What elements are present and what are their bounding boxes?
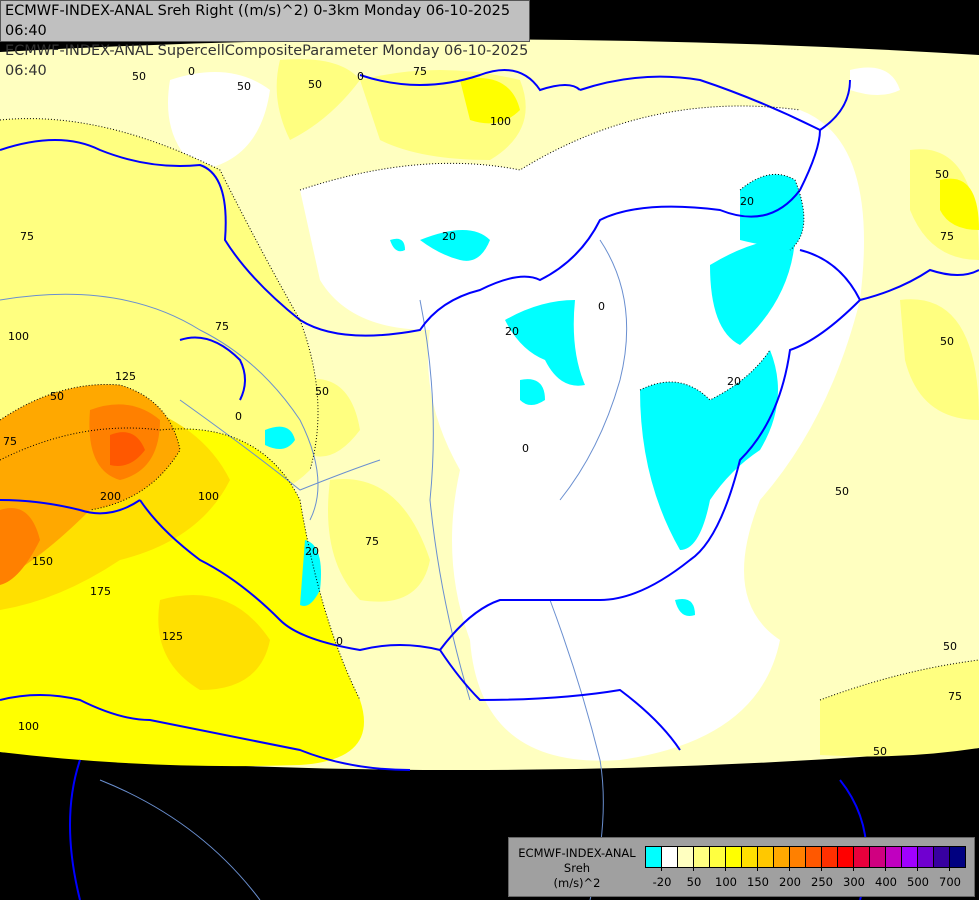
- contour-label: 100: [490, 115, 511, 128]
- color-swatch: [854, 847, 870, 867]
- map-title: ECMWF-INDEX-ANAL Sreh Right ((m/s)^2) 0-…: [0, 0, 530, 79]
- color-swatch: [694, 847, 710, 867]
- contour-label: 50: [873, 745, 887, 758]
- contour-label: 150: [32, 555, 53, 568]
- color-bar: [645, 846, 966, 868]
- contour-label: 20: [305, 545, 319, 558]
- color-swatch: [790, 847, 806, 867]
- color-swatch: [662, 847, 678, 867]
- tick-label: 200: [779, 875, 801, 889]
- tick-label: 300: [843, 875, 865, 889]
- tick-mark: [661, 866, 662, 871]
- tick-mark: [949, 866, 950, 871]
- color-swatch: [838, 847, 854, 867]
- tick-label: 250: [811, 875, 833, 889]
- color-swatch: [902, 847, 918, 867]
- contour-label: 200: [100, 490, 121, 503]
- legend-variable: Sreh: [563, 861, 591, 875]
- color-swatch: [774, 847, 790, 867]
- contour-label: 50: [940, 335, 954, 348]
- legend-unit: (m/s)^2: [553, 876, 601, 890]
- rivers: [0, 239, 628, 900]
- color-bar-ticks: -20 50 100 150 200 250 300 400 500 700: [645, 866, 965, 896]
- contour-label: 50: [935, 168, 949, 181]
- tick-label: 400: [875, 875, 897, 889]
- sreh-300-areas: [110, 432, 145, 466]
- tick-mark: [693, 866, 694, 871]
- contour-label: 0: [336, 635, 343, 648]
- tick-mark: [885, 866, 886, 871]
- tick-mark: [757, 866, 758, 871]
- color-swatch: [918, 847, 934, 867]
- color-swatch: [806, 847, 822, 867]
- sreh-50-100-areas: [0, 59, 979, 757]
- contour-label: 50: [835, 485, 849, 498]
- contour-label: 75: [3, 435, 17, 448]
- title-line-sreh: ECMWF-INDEX-ANAL Sreh Right ((m/s)^2) 0-…: [5, 3, 511, 39]
- contour-labels: 50 0 50 75 100 0 50 20 20 20 75 100 75 1…: [3, 65, 962, 758]
- contour-label: 100: [18, 720, 39, 733]
- legend-model: ECMWF-INDEX-ANAL: [518, 846, 636, 860]
- contour-label: 50: [237, 80, 251, 93]
- tick-label: 150: [747, 875, 769, 889]
- color-swatch: [678, 847, 694, 867]
- contour-label: 50: [315, 385, 329, 398]
- contour-label: 0: [235, 410, 242, 423]
- contour-label: 0: [357, 70, 364, 83]
- title-line-scp: ECMWF-INDEX-ANAL SupercellCompositeParam…: [5, 43, 529, 79]
- sreh-negative-areas: [265, 174, 804, 616]
- contour-label: 0: [522, 442, 529, 455]
- color-swatch: [934, 847, 950, 867]
- contour-label: 50: [132, 70, 146, 83]
- contour-lines: [0, 105, 979, 701]
- color-swatch: [726, 847, 742, 867]
- contour-label: 0: [188, 65, 195, 78]
- contour-label: 75: [413, 65, 427, 78]
- contour-label: 20: [727, 375, 741, 388]
- contour-label: 75: [940, 230, 954, 243]
- tick-label: 500: [907, 875, 929, 889]
- contour-label: 75: [215, 320, 229, 333]
- color-swatch: [710, 847, 726, 867]
- color-swatch: [646, 847, 662, 867]
- color-swatch: [822, 847, 838, 867]
- color-swatch: [870, 847, 886, 867]
- contour-label: 100: [8, 330, 29, 343]
- legend-title: ECMWF-INDEX-ANAL Sreh (m/s)^2: [513, 846, 641, 891]
- tick-label: 50: [686, 875, 702, 889]
- tick-mark: [821, 866, 822, 871]
- tick-label: -20: [652, 875, 672, 889]
- contour-label: 75: [948, 690, 962, 703]
- color-swatch: [886, 847, 902, 867]
- contour-label: 75: [20, 230, 34, 243]
- contour-label: 175: [90, 585, 111, 598]
- tick-label: 100: [715, 875, 737, 889]
- contour-label: 50: [50, 390, 64, 403]
- color-swatch: [758, 847, 774, 867]
- contour-label: 125: [115, 370, 136, 383]
- contour-label: 0: [598, 300, 605, 313]
- color-legend: ECMWF-INDEX-ANAL Sreh (m/s)^2 -20 50 100 15…: [508, 837, 975, 897]
- tick-mark: [725, 866, 726, 871]
- contour-label: 100: [198, 490, 219, 503]
- tick-label: 700: [939, 875, 961, 889]
- color-swatch: [742, 847, 758, 867]
- tick-mark: [853, 866, 854, 871]
- contour-label: 75: [365, 535, 379, 548]
- contour-label: 20: [505, 325, 519, 338]
- contour-label: 125: [162, 630, 183, 643]
- contour-label: 20: [740, 195, 754, 208]
- contour-label: 20: [442, 230, 456, 243]
- tick-mark: [789, 866, 790, 871]
- country-borders: [0, 69, 979, 900]
- contour-label: 50: [943, 640, 957, 653]
- color-swatch: [950, 847, 965, 867]
- tick-mark: [917, 866, 918, 871]
- contour-label: 50: [308, 78, 322, 91]
